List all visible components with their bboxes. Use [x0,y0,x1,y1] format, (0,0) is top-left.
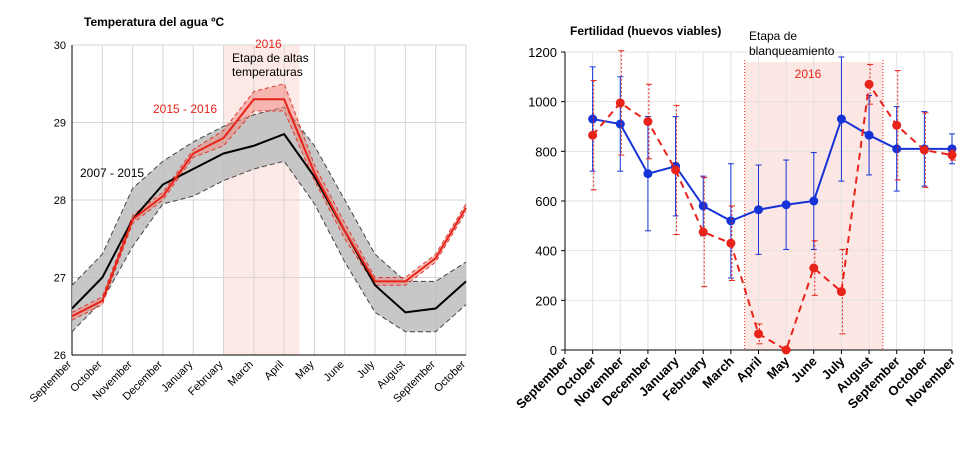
data-point-red [781,345,791,355]
chart-title: Temperatura del agua ºC [84,15,225,29]
data-point-red [588,130,598,140]
y-tick-label: 29 [54,118,66,130]
data-point-blue [892,144,902,154]
data-point-red [947,150,957,160]
y-tick-label: 27 [54,273,66,285]
data-point-red [643,117,653,127]
band-year-label: 2016 [795,67,822,81]
data-point-red [809,263,819,273]
series-2007-2015-line [71,132,467,314]
y-tick-label: 26 [54,350,66,362]
data-point-blue [615,119,625,129]
band-label-line2: blanqueamiento [749,44,835,58]
series-2007-2015-lower [71,160,467,333]
series-2015-2016-lower [71,110,467,321]
y-tick-label: 28 [54,195,66,207]
data-point-red [892,120,902,130]
data-point-blue [754,205,763,215]
data-point-red [919,145,929,155]
x-tick-label: March [226,359,256,389]
x-tick-label: September [28,358,75,405]
x-tick-label: June [788,354,820,386]
y-tick-label: 30 [54,40,66,52]
x-tick-label: July [355,358,378,381]
data-point-blue [947,144,957,154]
y-tick-label: 200 [535,293,557,308]
y-tick-label: 600 [535,194,557,209]
data-point-blue [726,216,736,226]
y-tick-label: 1000 [528,95,557,110]
data-point-red [836,287,846,297]
band-label-line2: temperaturas [232,65,303,79]
x-tick-label: May [293,358,317,382]
data-point-blue [864,130,874,140]
data-point-blue [698,201,708,211]
legend-2015-2016: 2015 - 2016 [153,102,217,116]
data-point-blue [809,196,819,206]
x-tick-label: April [262,359,286,383]
data-point-blue [643,169,653,179]
x-tick-label: March [699,353,737,391]
series-2015-2016-upper [71,83,467,313]
series-2007-2015-band [72,107,466,332]
data-point-blue [836,114,846,124]
y-tick-label: 0 [550,343,557,358]
data-point-red [754,329,763,339]
chart-title: Fertilidad (huevos viables) [570,24,721,38]
data-point-red [615,98,625,108]
data-point-red [698,227,708,237]
x-tick-label: April [733,354,765,386]
band-label-line1: Etapa de [749,29,797,43]
band-year-label: 2016 [255,37,282,51]
data-point-blue [781,200,791,210]
x-tick-label: May [764,353,793,382]
data-point-blue [588,114,598,124]
series-line-blue [592,117,952,222]
data-point-red [864,79,874,89]
x-tick-label: June [322,359,347,384]
data-point-red [671,165,681,175]
series-line-red [591,81,953,352]
data-point-red [726,238,736,248]
series-2015-2016-line [71,98,467,318]
legend-2007-2015: 2007 - 2015 [80,166,144,180]
y-tick-label: 800 [535,144,557,159]
y-tick-label: 400 [535,244,557,259]
y-tick-label: 1200 [528,45,557,60]
x-tick-label: October [432,358,468,394]
band-label-line1: Etapa de altas [232,51,309,65]
